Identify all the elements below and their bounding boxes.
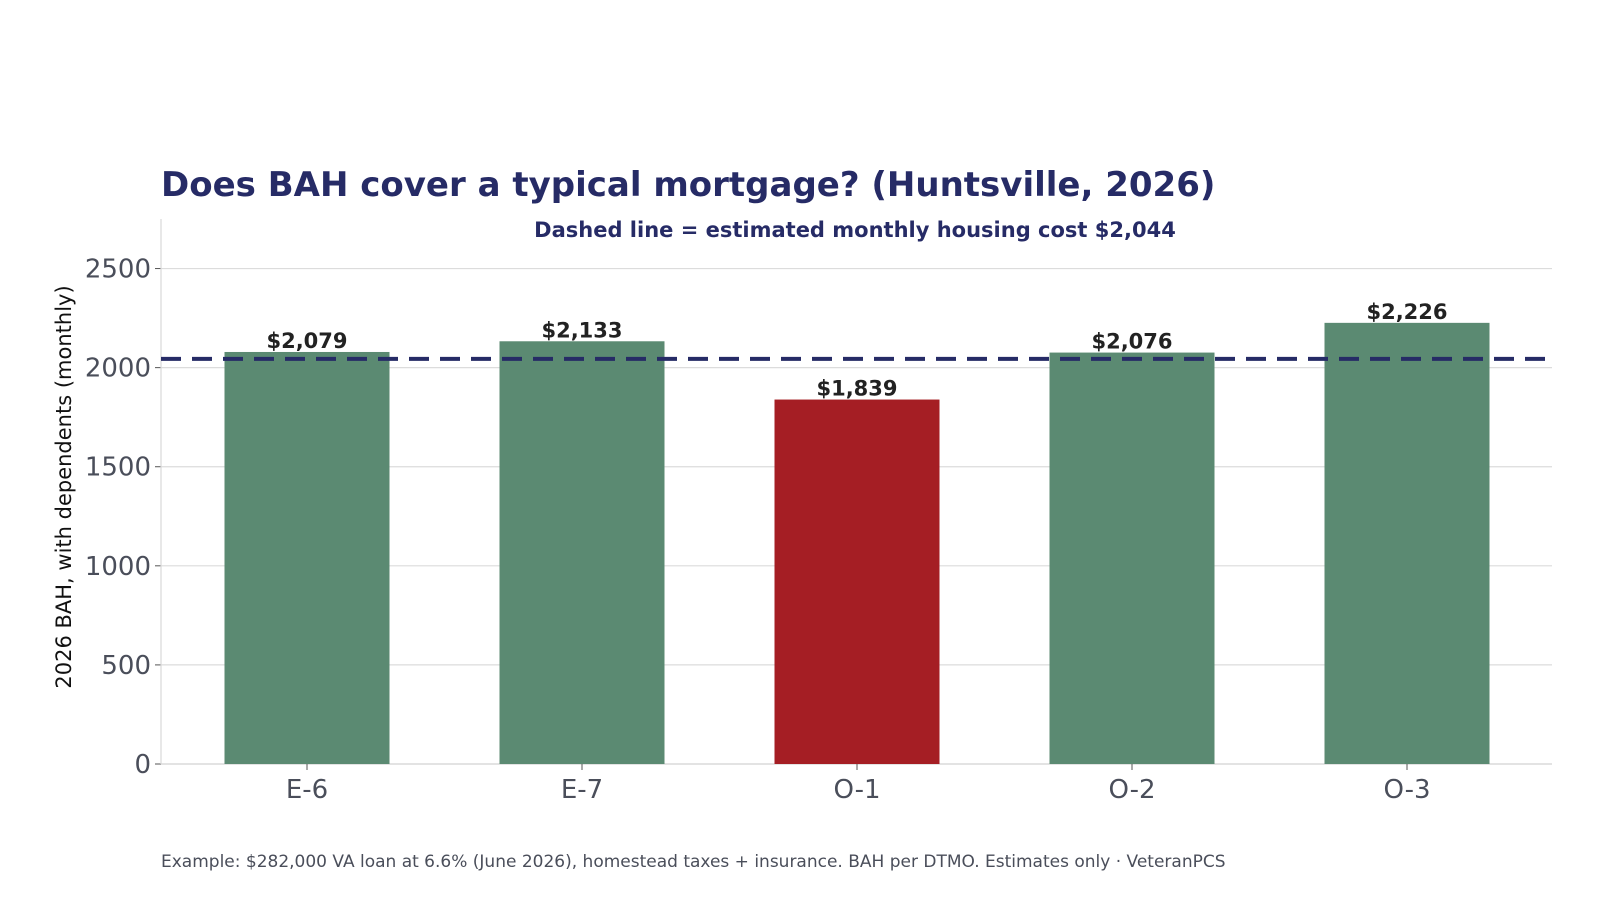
bar-value-label: $2,133: [541, 318, 622, 342]
bar-o-1: [774, 399, 940, 764]
x-tick-label: E-7: [561, 775, 603, 805]
bar-o-2: [1049, 352, 1215, 764]
bar-o-3: [1324, 322, 1490, 764]
plot-area: 0 500 1000 1500 2000 2500 $2,079 E-6 $2,133 E-7 $1…: [85, 219, 1552, 805]
chart-title: Does BAH cover a typical mortgage? (Hunt…: [161, 165, 1215, 205]
chart-footnote: Example: $282,000 VA loan at 6.6% (June …: [161, 852, 1226, 872]
bar-value-label: $2,076: [1091, 330, 1172, 354]
bar-value-label: $1,839: [816, 377, 897, 401]
chart-subtitle: Dashed line = estimated monthly housing …: [534, 218, 1176, 242]
bar-value-label: $2,079: [266, 329, 347, 353]
y-tick-label: 2000: [85, 354, 151, 384]
bar-e-7: [499, 341, 665, 764]
y-tick-label: 1000: [85, 552, 151, 582]
y-tick-label: 1500: [85, 453, 151, 483]
x-tick-label: O-3: [1383, 775, 1430, 805]
x-tick-label: E-6: [286, 775, 328, 805]
bar-value-label: $2,226: [1366, 300, 1447, 324]
y-tick-label: 500: [101, 651, 151, 681]
y-tick-label: 2500: [85, 255, 151, 285]
bar-e-6: [224, 351, 390, 764]
x-tick-label: O-2: [1108, 775, 1155, 805]
y-axis-label: 2026 BAH, with dependents (monthly): [52, 285, 76, 688]
x-tick-label: O-1: [833, 775, 880, 805]
y-tick-label: 0: [134, 750, 151, 780]
